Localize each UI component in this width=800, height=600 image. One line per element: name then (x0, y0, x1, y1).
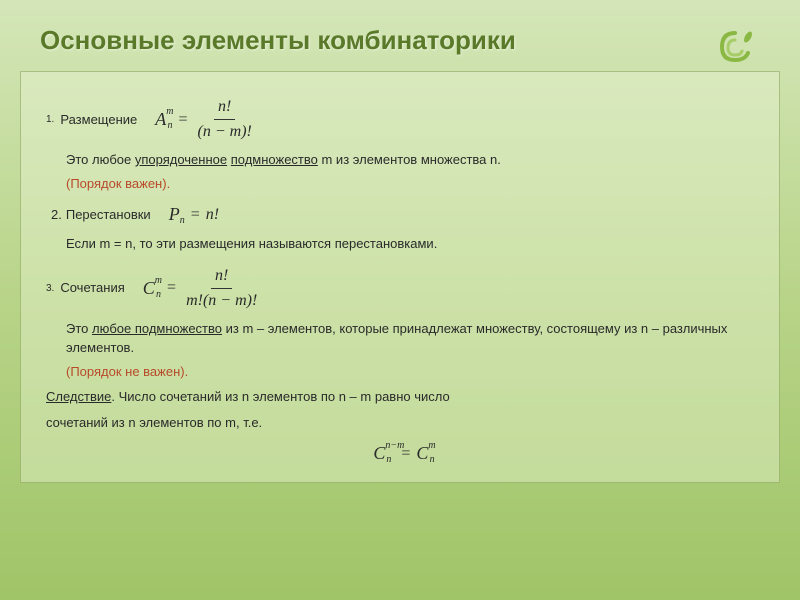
content-box: 1. Размещение Amn = n! (n − m)! Это любо… (20, 71, 780, 483)
slide-logo (710, 25, 760, 75)
item-2-desc: Если m = n, то эти размещения называются… (46, 234, 754, 254)
slide-title: Основные элементы комбинаторики (0, 0, 800, 71)
item-3-formula: Cmn = n! m!(n − m)! (143, 264, 262, 313)
corollary-label: Следствие (46, 389, 111, 404)
item-3-name: Сочетания (60, 278, 124, 298)
corollary-formula: Cn−mn = Cmn (46, 440, 754, 467)
item-1-num: 1. (46, 112, 54, 127)
item-1-note: (Порядок важен). (46, 174, 754, 194)
item-1-formula: Amn = n! (n − m)! (155, 95, 256, 144)
item-3-num: 3. (46, 281, 54, 296)
item-1-header: 1. Размещение Amn = n! (n − m)! (46, 95, 754, 144)
item-2-num: 2. (51, 205, 62, 225)
item-3-desc: Это любое подмножество из m – элементов,… (46, 319, 754, 358)
item-1-desc: Это любое упорядоченное подмножество m и… (46, 150, 754, 170)
item-2-header: 2. Перестановки Pn = n! (46, 201, 754, 228)
item-2-formula: Pn = n! (169, 201, 219, 228)
item-3-header: 3. Сочетания Cmn = n! m!(n − m)! (46, 264, 754, 313)
corollary-line2: сочетаний из n элементов по m, т.е. (46, 413, 754, 433)
item-2-name: Перестановки (66, 205, 151, 225)
corollary: Следствие. Число сочетаний из n элементо… (46, 387, 754, 407)
item-3-note: (Порядок не важен). (46, 362, 754, 382)
item-1-name: Размещение (60, 110, 137, 130)
